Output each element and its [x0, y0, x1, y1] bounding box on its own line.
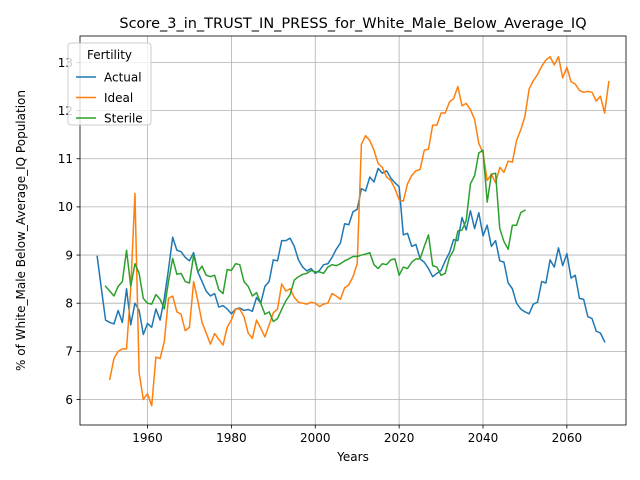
x-axis-ticks: 1960 1980 2000 2020 2040 2060	[132, 425, 582, 445]
x-tick-label: 2020	[384, 431, 415, 445]
legend-items: Actual Ideal Sterile	[76, 70, 143, 125]
legend: Fertility Actual Ideal Sterile	[67, 42, 152, 126]
y-axis-label: % of White_Male Below_Average_IQ Populat…	[14, 90, 28, 371]
legend-title: Fertility	[87, 48, 132, 62]
series-line-sterile	[104, 149, 526, 323]
x-tick-label: 1960	[132, 431, 163, 445]
x-tick-label: 1980	[216, 431, 247, 445]
plot-area	[80, 36, 626, 425]
x-axis-label: Years	[336, 450, 369, 464]
y-tick-label: 11	[58, 152, 73, 166]
y-tick-label: 9	[65, 248, 73, 262]
legend-label-sterile: Sterile	[104, 111, 143, 125]
y-tick-label: 6	[65, 393, 73, 407]
x-tick-label: 2000	[300, 431, 331, 445]
plot-frame	[79, 35, 627, 426]
legend-label-ideal: Ideal	[104, 91, 133, 105]
series-line-ideal	[108, 55, 610, 407]
legend-label-actual: Actual	[104, 70, 142, 84]
chart-title: Score_3_in_TRUST_IN_PRESS_for_White_Male…	[119, 16, 586, 32]
y-tick-label: 7	[65, 345, 73, 359]
legend-box	[67, 42, 152, 126]
grid	[80, 36, 626, 425]
x-tick-label: 2060	[552, 431, 583, 445]
series-layer	[96, 55, 610, 407]
y-tick-label: 8	[65, 296, 73, 310]
y-tick-label: 10	[58, 200, 73, 214]
x-tick-label: 2040	[468, 431, 499, 445]
series-line-actual	[96, 167, 606, 343]
